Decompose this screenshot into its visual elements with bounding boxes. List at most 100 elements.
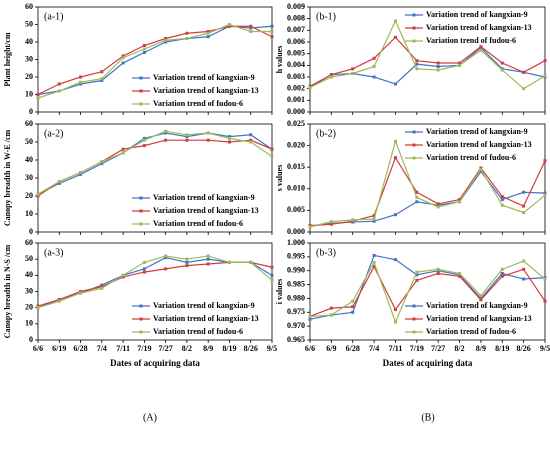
point [543,74,547,78]
point [164,256,168,260]
point [142,47,146,51]
y-tick-label: 0.004 [287,60,305,69]
point [415,59,419,63]
point [206,262,210,266]
series-line [309,265,546,318]
x-tick-label: 6/6 [33,344,43,353]
legend-label: Variation trend of kangxian-9 [426,301,528,310]
point [351,72,355,75]
series-line [37,132,273,195]
x-tick-label: 7/4 [369,344,379,353]
point [270,147,274,151]
series-line [309,156,546,227]
legend-marker [412,130,416,134]
legend-label: Variation trend of kangxian-9 [426,127,528,136]
point [185,260,189,264]
x-tick-label: 9/5 [267,344,277,353]
point [479,298,483,302]
point [100,70,104,74]
point [415,200,419,204]
point [543,299,547,303]
point [329,75,333,79]
point [142,51,146,54]
y-tick-label: 50 [25,19,33,28]
point [500,274,504,278]
point [249,24,253,28]
point [393,308,397,312]
point [436,205,440,209]
legend-marker [139,76,143,80]
point [522,70,526,74]
x-tick-label: 7/19 [410,344,424,353]
y-tick-label: 0.005 [287,48,305,57]
x-tick-label: 7/27 [159,344,173,353]
y-tick-label: 10 [25,209,33,218]
point [415,278,419,282]
x-tick-label: 6/28 [73,344,87,353]
point [249,26,253,30]
point [500,203,504,207]
point [164,40,168,44]
legend-marker [412,143,416,147]
panel-label: (a-2) [44,128,63,139]
point [100,79,104,82]
panel-label: (a-1) [44,11,63,22]
y-tick-label: 20 [25,72,33,81]
y-tick-label: 0.025 [287,119,305,128]
point [227,24,231,28]
point [206,138,210,142]
plot-frame [37,6,273,113]
point [249,138,253,142]
point [329,222,333,226]
point [227,135,231,139]
point [206,35,210,39]
y-tick-label: 0.005 [287,205,305,214]
y-axis-label: i values [275,279,284,305]
point [458,198,462,202]
y-tick-label: 0 [29,107,33,116]
point [308,314,312,318]
point [227,140,231,144]
y-tick-label: 0.000 [287,107,305,116]
point [142,260,146,264]
y-tick-label: 30 [25,286,33,295]
y-tick-label: 60 [25,119,33,128]
y-tick-label: 0.980 [287,293,305,302]
point [329,313,333,317]
point [142,136,146,140]
point [415,62,419,66]
point [436,65,440,68]
point [543,277,547,281]
point [249,133,253,137]
point [36,306,40,310]
point [393,320,397,324]
point [249,260,253,264]
legend-marker [412,330,416,334]
y-tick-label: 50 [25,254,33,263]
point [415,190,419,194]
point [185,138,189,142]
series-line [309,170,546,227]
series-line [37,25,273,96]
x-tick-label: 8/9 [203,344,213,353]
point [436,68,440,72]
y-tick-label: 0.009 [287,2,305,11]
point [57,299,61,303]
plot-frame [309,242,546,341]
legend-label: Variation trend of kangxian-13 [153,206,259,215]
y-tick-label: 0.008 [287,13,305,22]
y-tick-label: 60 [25,238,33,247]
point [57,181,61,185]
point [249,140,253,144]
series-line [37,25,273,96]
point [164,38,168,42]
x-tick-label: 7/27 [431,344,445,353]
legend-marker [412,304,416,308]
point [436,271,440,275]
y-tick-label: 0.990 [287,266,305,275]
point [329,306,333,310]
point [543,159,547,163]
legend-marker [139,330,143,334]
point [270,35,274,39]
point [415,67,419,71]
